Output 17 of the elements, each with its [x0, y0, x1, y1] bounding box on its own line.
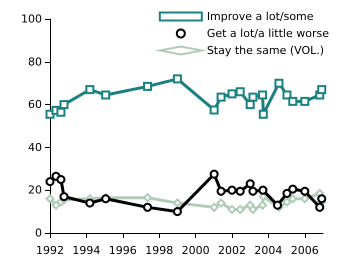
- x-tick-label: 2004: [254, 244, 282, 257]
- legend-label: Stay the same (VOL.): [206, 44, 324, 57]
- y-tick-label: 20: [28, 184, 42, 197]
- y-tick-label: 0: [35, 226, 42, 240]
- y-tick-label: 100: [21, 12, 42, 26]
- x-tick-label: 1994: [72, 244, 100, 257]
- x-tick-label: 2000: [182, 244, 210, 257]
- x-tick-label: 2006: [290, 244, 319, 257]
- x-tick-label: 1998: [145, 244, 174, 257]
- y-tick-label: 40: [28, 140, 42, 154]
- x-tick-label: 1996: [108, 244, 137, 257]
- x-tick-label: 1992: [36, 244, 64, 257]
- legend-label: Get a lot/a little worse: [206, 27, 330, 40]
- y-tick-label: 60: [28, 98, 42, 112]
- legend-label: Improve a lot/some: [206, 10, 314, 23]
- x-tick-label: 2002: [218, 244, 246, 257]
- y-tick-label: 80: [28, 55, 42, 68]
